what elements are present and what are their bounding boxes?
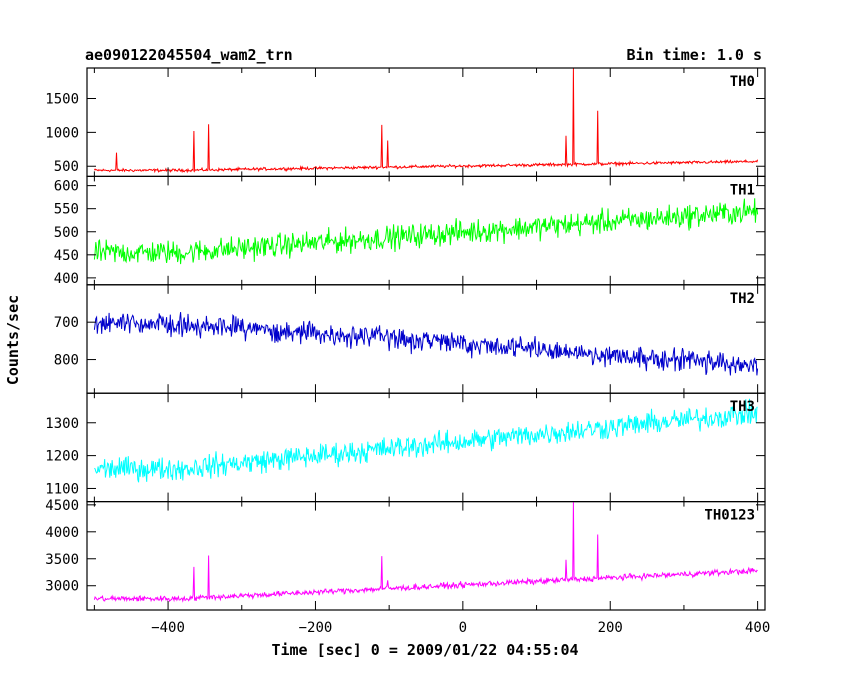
y-tick-label: 800: [54, 353, 79, 369]
series-line-th1: [93, 198, 759, 265]
y-tick-label: 1200: [45, 449, 79, 465]
series-line-th0: [93, 68, 759, 174]
y-tick-label: 500: [54, 225, 79, 241]
y-tick-label: 400: [54, 271, 79, 287]
x-axis-label: Time [sec] 0 = 2009/01/22 04:55:04: [271, 641, 578, 659]
y-tick-label: 600: [54, 179, 79, 195]
y-tick-label: 1000: [45, 125, 79, 141]
panel-th0: 500 1000 1500 TH0: [45, 67, 766, 178]
y-axis-label: Counts/sec: [4, 295, 22, 385]
x-tick-label: 0: [459, 620, 467, 636]
x-tick-label: −400: [151, 620, 185, 636]
panel-frame: [86, 501, 766, 611]
panel-label: TH3: [730, 399, 755, 415]
panel-label: TH2: [730, 291, 755, 307]
y-tick-label: 4500: [45, 498, 79, 514]
y-tick-label: 1500: [45, 91, 79, 107]
panel-th2: 700 800 TH2: [54, 284, 766, 394]
y-tick-label: 4000: [45, 525, 79, 541]
y-tick-label: 500: [54, 159, 79, 175]
panels: 500 1000 1500 TH0 400 450 500 550 600 TH1 700 800 TH…: [45, 67, 766, 611]
series-line-th0123: [93, 502, 758, 603]
y-tick-label: 1100: [45, 481, 79, 497]
panel-frame: [86, 284, 766, 394]
panel-th1: 400 450 500 550 600 TH1: [54, 175, 766, 287]
y-tick-label: 3500: [45, 552, 79, 568]
x-axis: −400 −200 0 200 400: [151, 620, 770, 636]
bin-time-label: Bin time: 1.0 s: [627, 46, 762, 64]
series-line-th2: [93, 312, 759, 376]
chart-title: ae090122045504_wam2_trn: [85, 46, 293, 64]
y-tick-label: 3000: [45, 579, 79, 595]
y-tick-label: 450: [54, 248, 79, 264]
y-tick-label: 550: [54, 202, 79, 218]
panel-th0123: 3000 3500 4000 4500 TH0123: [45, 498, 766, 611]
panel-label: TH0: [730, 74, 755, 90]
panel-th3: 1100 1200 1300 TH3: [45, 392, 766, 503]
x-tick-label: 200: [598, 620, 623, 636]
x-tick-label: 400: [745, 620, 770, 636]
panel-label: TH1: [730, 182, 755, 198]
y-tick-label: 1300: [45, 416, 79, 432]
panel-label: TH0123: [704, 508, 755, 524]
panel-frame: [86, 67, 766, 178]
y-tick-label: 700: [54, 315, 79, 331]
series-line-th3: [94, 398, 758, 483]
x-tick-label: −200: [299, 620, 333, 636]
